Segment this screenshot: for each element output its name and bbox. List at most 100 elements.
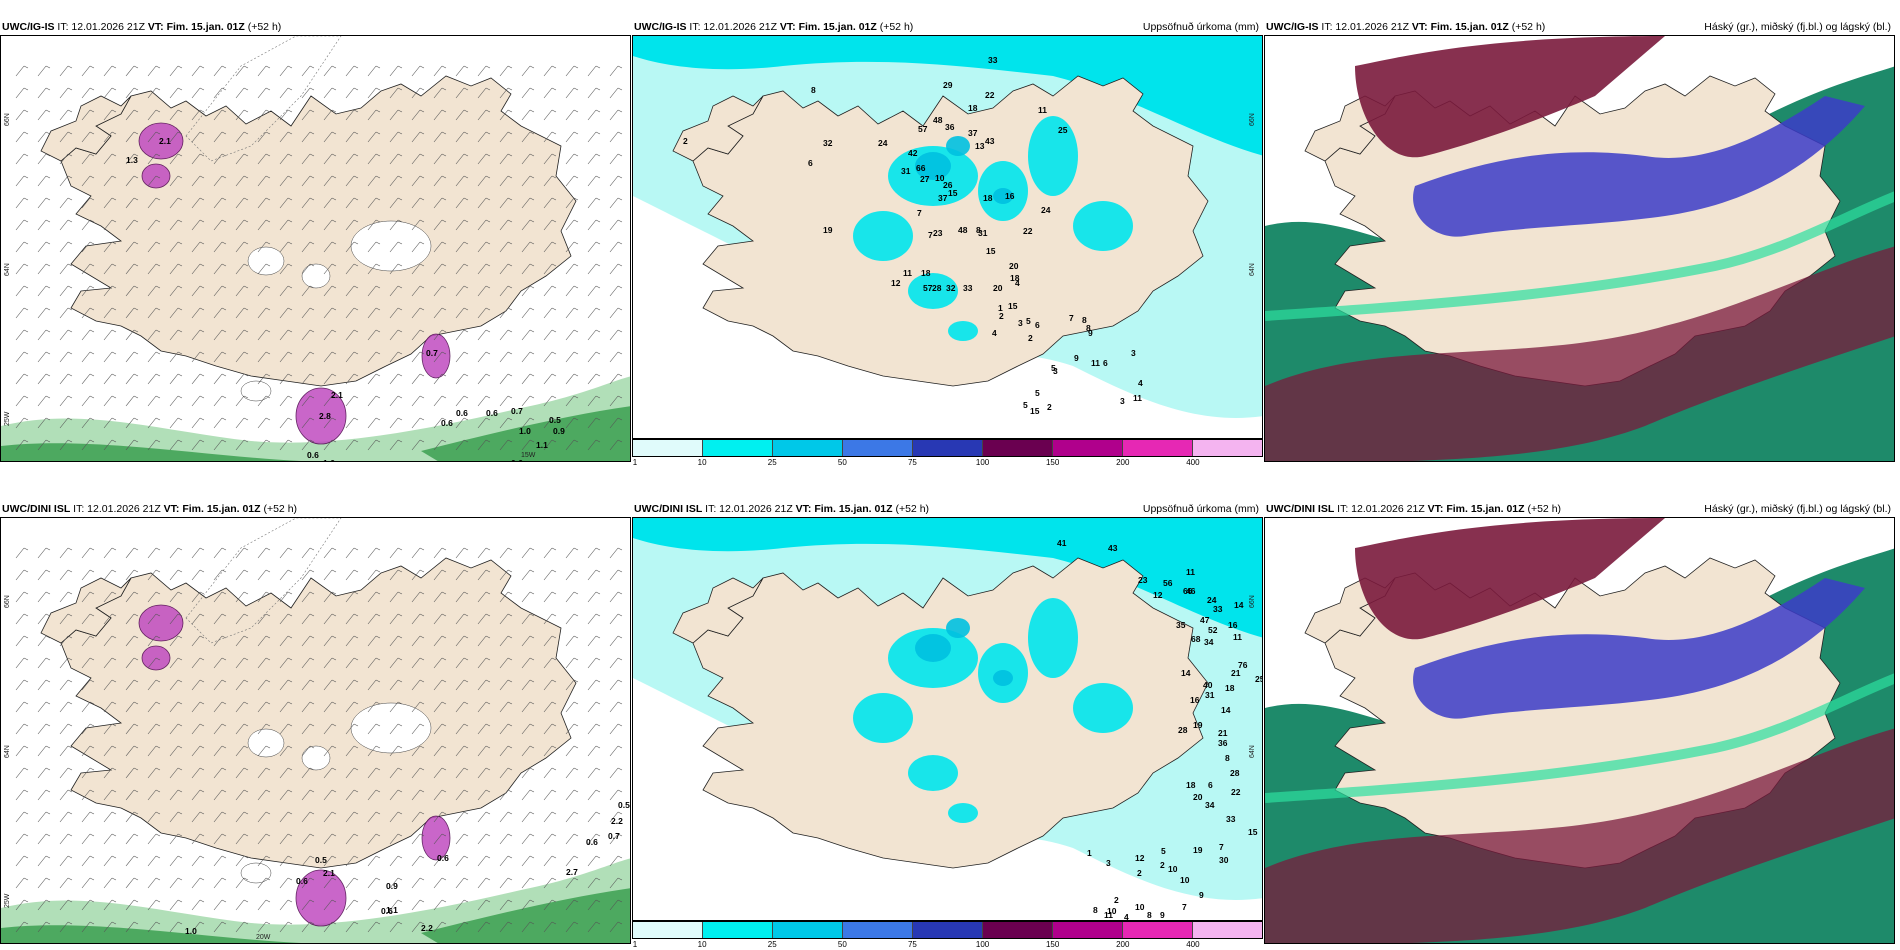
wind-barb bbox=[279, 65, 293, 77]
wind-barb bbox=[609, 745, 623, 757]
wind-barb bbox=[455, 701, 469, 713]
wind-barb bbox=[323, 263, 337, 275]
precip-value: 8 bbox=[1082, 315, 1087, 325]
wind-barb bbox=[499, 855, 513, 867]
wind-barb bbox=[169, 417, 183, 429]
wind-barb bbox=[301, 723, 315, 735]
wind-barb bbox=[37, 635, 51, 647]
wind-barb bbox=[477, 241, 491, 253]
wind-barb bbox=[433, 613, 447, 625]
wind-barb bbox=[147, 197, 161, 209]
wind-barb bbox=[15, 65, 29, 77]
wind-barb bbox=[367, 241, 381, 253]
wind-barb bbox=[411, 219, 425, 231]
wind-barb bbox=[499, 899, 513, 911]
wind-barb bbox=[191, 745, 205, 757]
wind-barb bbox=[499, 373, 513, 385]
wind-barb bbox=[499, 307, 513, 319]
wind-barb bbox=[565, 175, 579, 187]
wind-barb bbox=[103, 307, 117, 319]
wind-barb bbox=[389, 395, 403, 407]
wind-barb bbox=[15, 591, 29, 603]
wind-barb bbox=[103, 65, 117, 77]
wind-barb bbox=[499, 635, 513, 647]
wind-barb bbox=[37, 263, 51, 275]
map-canvas[interactable]: 0.60.60.60.70.51.00.91.11.00.80.60.61.31… bbox=[0, 35, 631, 462]
wind-barb bbox=[15, 855, 29, 867]
wind-barb bbox=[543, 877, 557, 889]
wind-barb bbox=[609, 723, 623, 735]
wind-barb bbox=[543, 87, 557, 99]
wind-barb bbox=[499, 745, 513, 757]
wind-barb bbox=[587, 219, 601, 231]
wind-barb bbox=[323, 679, 337, 691]
wind-barb bbox=[37, 373, 51, 385]
wind-barb bbox=[59, 109, 73, 121]
valid-time: Fim. 15.jan. 01Z bbox=[814, 503, 893, 515]
wind-barb bbox=[345, 373, 359, 385]
wind-barb bbox=[15, 153, 29, 165]
wind-barb bbox=[81, 745, 95, 757]
wind-barb bbox=[37, 811, 51, 823]
wind-barb bbox=[103, 855, 117, 867]
wind-barb bbox=[323, 285, 337, 297]
map-canvas[interactable]: 33 29 22 18 8 32 24 42 57 48 36 37 43 13 11 25 2 15 6 31 66 2… bbox=[632, 35, 1263, 439]
wind-barb bbox=[345, 329, 359, 341]
wind-barb bbox=[521, 109, 535, 121]
wind-barb bbox=[37, 877, 51, 889]
wind-barb bbox=[521, 569, 535, 581]
wind-barb bbox=[301, 175, 315, 187]
wind-barb bbox=[433, 197, 447, 209]
wind-barb bbox=[411, 109, 425, 121]
wind-barb bbox=[587, 833, 601, 845]
wind-barb bbox=[587, 613, 601, 625]
precip-shade bbox=[915, 634, 951, 662]
wind-barb bbox=[37, 87, 51, 99]
map-canvas[interactable] bbox=[1264, 517, 1895, 944]
wind-barb bbox=[125, 263, 139, 275]
precip-shade bbox=[853, 211, 913, 261]
wind-barb bbox=[477, 285, 491, 297]
wind-barb bbox=[411, 789, 425, 801]
wind-barb bbox=[191, 241, 205, 253]
precip-value: 30 bbox=[1219, 855, 1229, 865]
wind-barb bbox=[609, 65, 623, 77]
precip-value: 2 bbox=[1047, 402, 1052, 412]
wind-barb bbox=[125, 87, 139, 99]
wind-barb bbox=[521, 701, 535, 713]
precip-blob bbox=[138, 122, 184, 160]
wind-barb bbox=[169, 613, 183, 625]
wind-barb bbox=[587, 417, 601, 429]
wind-barb bbox=[191, 701, 205, 713]
wind-barb bbox=[367, 855, 381, 867]
wind-barb bbox=[191, 395, 205, 407]
wind-barb bbox=[235, 767, 249, 779]
wind-barb bbox=[279, 439, 293, 451]
wind-barb bbox=[609, 285, 623, 297]
map-canvas[interactable]: 41 43 23 11 12 46 24 33 66 52 56 47 68 35 14 16 11 34 76 21… bbox=[632, 517, 1263, 921]
wind-barb bbox=[257, 591, 271, 603]
wind-barb bbox=[609, 635, 623, 647]
wind-barb bbox=[323, 395, 337, 407]
wind-barb bbox=[301, 87, 315, 99]
wind-barb bbox=[191, 307, 205, 319]
map-canvas[interactable] bbox=[1264, 35, 1895, 462]
wind-barb bbox=[565, 131, 579, 143]
wind-barb bbox=[455, 591, 469, 603]
map-svg: 0.60.60.60.70.51.00.91.11.00.80.60.61.31… bbox=[1, 36, 630, 461]
precip-blob bbox=[295, 869, 347, 927]
colorbar-label: 100 bbox=[975, 940, 990, 949]
wind-barb bbox=[147, 263, 161, 275]
precip-value: 2.2 bbox=[421, 923, 433, 933]
map-canvas[interactable]: 0.5 2.2 0.7 0.6 2.7 1.0 2.2 0.6 0.9 1.1 0.6 2.1 0.5 0… bbox=[0, 517, 631, 944]
wind-barb bbox=[587, 131, 601, 143]
wind-barb bbox=[521, 877, 535, 889]
map-panel-6: UWC/DINI ISL IT: 12.01.2026 21Z VT: Fim.… bbox=[1264, 497, 1895, 944]
wind-barb bbox=[301, 547, 315, 559]
wind-barb bbox=[433, 833, 447, 845]
wind-barb bbox=[15, 439, 29, 451]
wind-barb bbox=[103, 811, 117, 823]
wind-barb bbox=[59, 701, 73, 713]
wind-barb bbox=[565, 263, 579, 275]
wind-barb bbox=[587, 395, 601, 407]
